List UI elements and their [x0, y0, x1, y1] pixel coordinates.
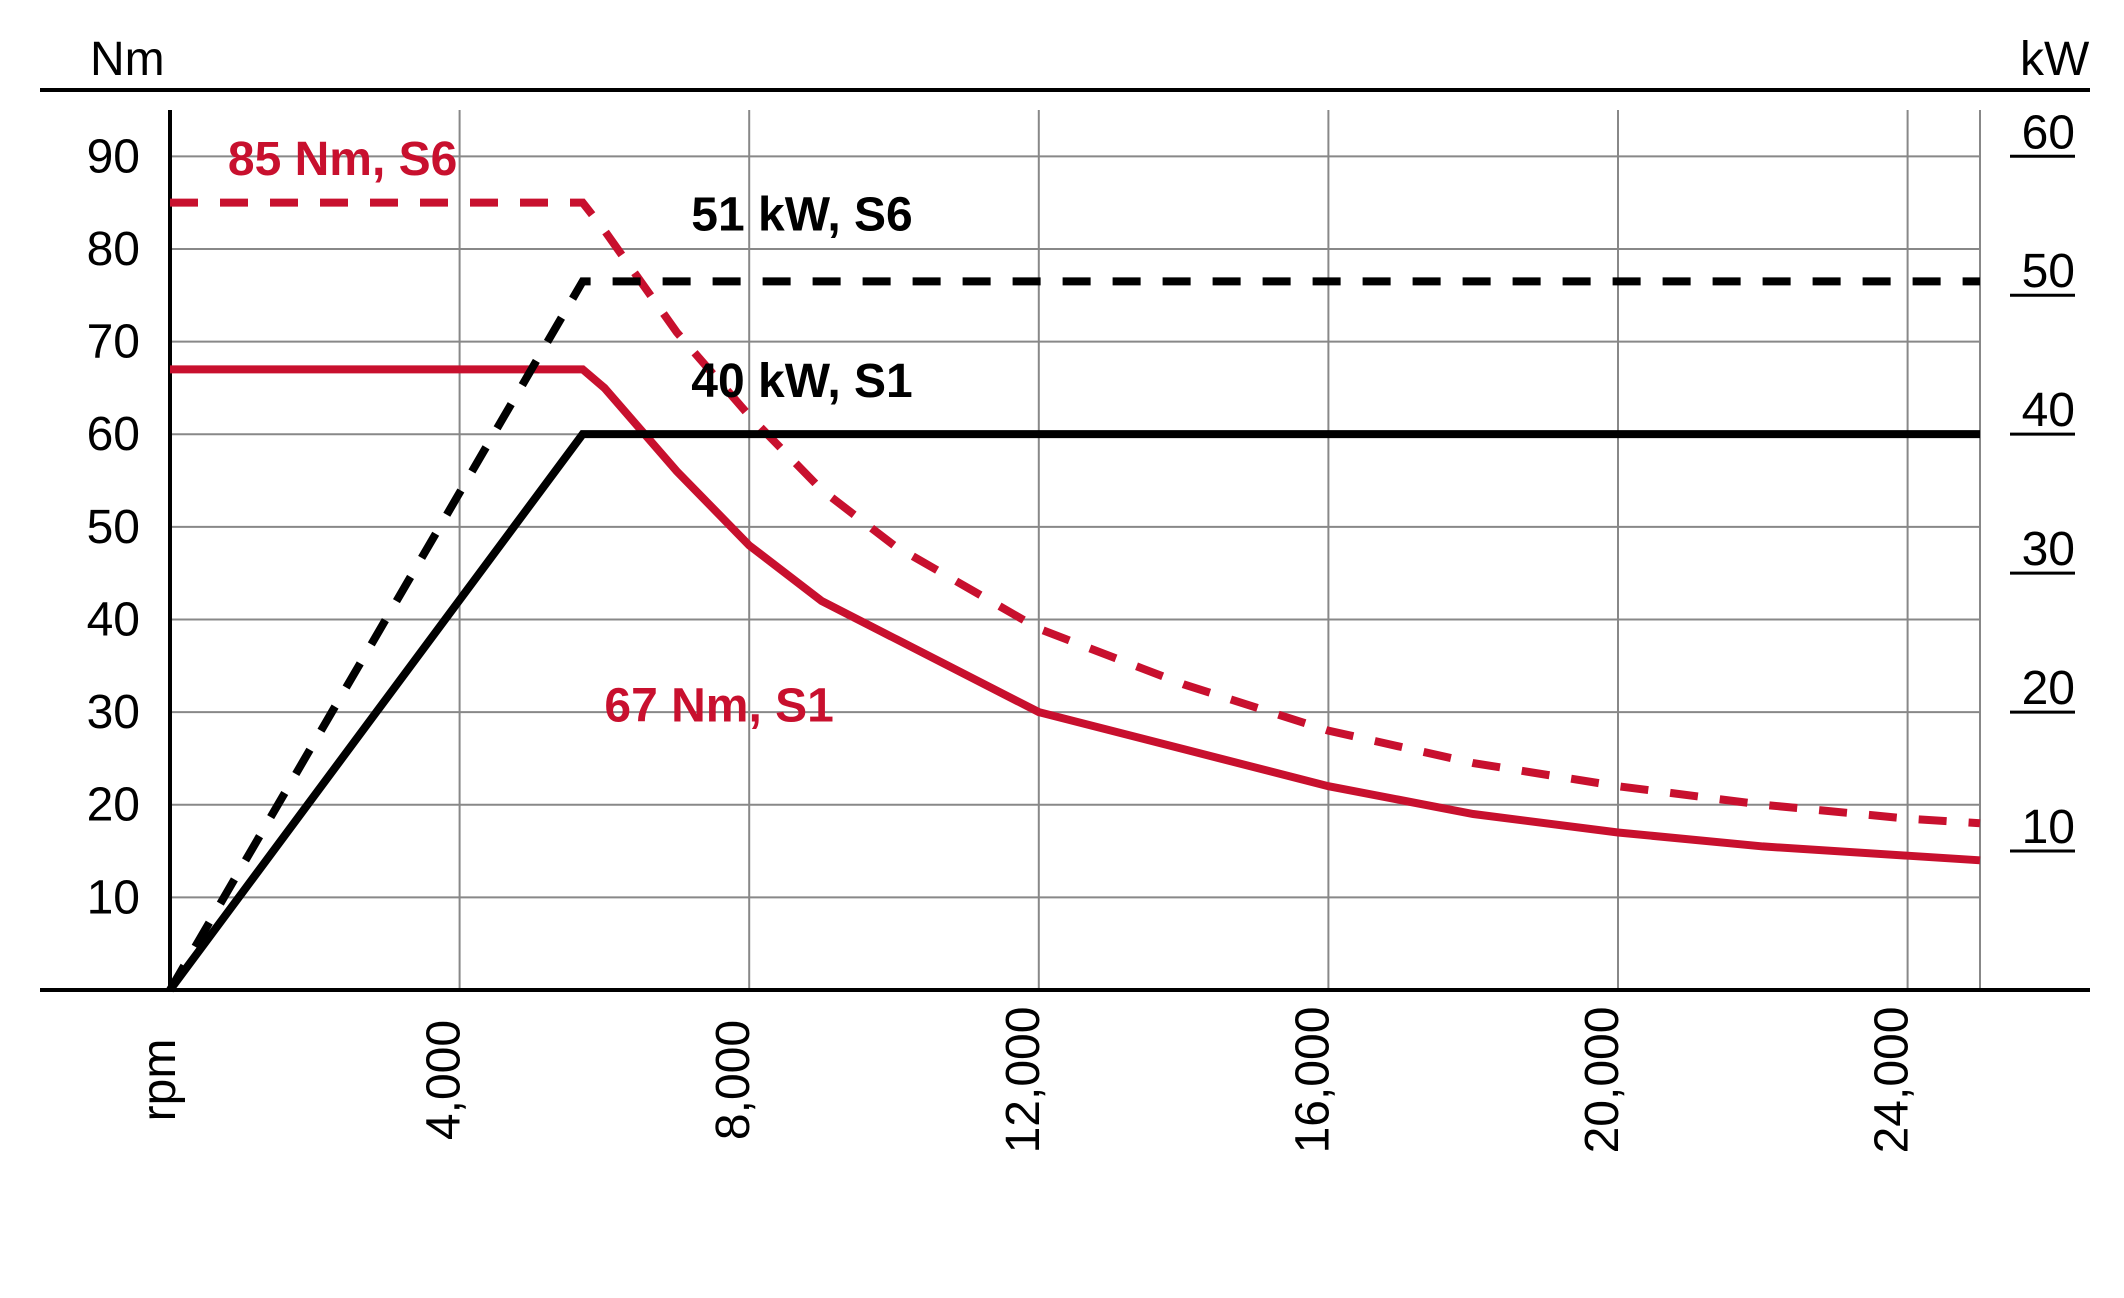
torque-power-chart: 10 20 30 40 50 60 70 80 90 10 20 30 40 50 60 4,000 8,000… — [0, 0, 2124, 1298]
y-left-tick: 80 — [87, 223, 140, 276]
series-power_s6 — [170, 281, 1980, 990]
y-right-label: kW — [2020, 33, 2090, 86]
y-left-tick: 40 — [87, 593, 140, 646]
x-tick: 8,000 — [707, 1020, 760, 1140]
ann-85nm-s6: 85 Nm, S6 — [228, 133, 457, 186]
series — [170, 203, 1980, 990]
y-left-tick: 90 — [87, 130, 140, 183]
y-left-label: Nm — [90, 33, 165, 86]
y-left-tick: 50 — [87, 501, 140, 554]
grid — [170, 110, 1980, 990]
ann-40kw-s1: 40 kW, S1 — [691, 355, 912, 408]
y-right-tick: 20 — [2022, 662, 2075, 715]
y-right-tick: 10 — [2022, 801, 2075, 854]
y-right-tick: 40 — [2022, 384, 2075, 437]
y-left-tick: 10 — [87, 871, 140, 924]
series-torque_s1 — [170, 369, 1980, 860]
y-left-tick: 30 — [87, 686, 140, 739]
x-tick: 24,000 — [1866, 1007, 1919, 1154]
y-right-tick: 60 — [2022, 106, 2075, 159]
y-right-tick: 30 — [2022, 523, 2075, 576]
x-tick: 12,000 — [997, 1007, 1050, 1154]
x-tick: 20,000 — [1576, 1007, 1629, 1154]
y-left-tick: 60 — [87, 408, 140, 461]
x-tick: 16,000 — [1286, 1007, 1339, 1154]
x-axis-label: rpm — [133, 1039, 186, 1122]
y-right-tick: 50 — [2022, 245, 2075, 298]
y-left-tick: 70 — [87, 316, 140, 369]
y-left-tick: 20 — [87, 779, 140, 832]
axes — [40, 90, 2090, 990]
ann-67nm-s1: 67 Nm, S1 — [604, 679, 833, 732]
labels: 10 20 30 40 50 60 70 80 90 10 20 30 40 50 60 4,000 8,000… — [87, 106, 2075, 1153]
ann-51kw-s6: 51 kW, S6 — [691, 188, 912, 241]
series-torque_s6 — [170, 203, 1980, 824]
x-tick: 4,000 — [418, 1020, 471, 1140]
